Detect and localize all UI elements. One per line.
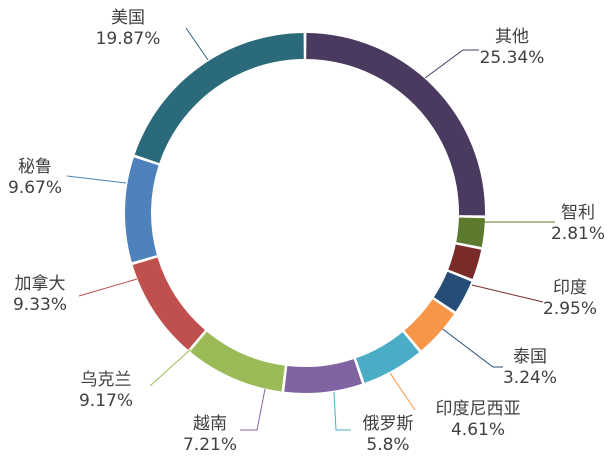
slice-name-label: 加拿大 bbox=[15, 273, 66, 294]
donut-slice bbox=[456, 217, 485, 248]
slice-value-label: 9.33% bbox=[13, 295, 67, 315]
slice-value-label: 5.8% bbox=[366, 435, 409, 455]
leader-line bbox=[471, 284, 544, 303]
leader-line bbox=[435, 323, 503, 368]
donut-slice bbox=[306, 33, 486, 216]
donut-slice bbox=[124, 157, 159, 263]
slice-value-label: 4.61% bbox=[451, 420, 505, 440]
donut-slice bbox=[433, 271, 472, 312]
donut-slice bbox=[190, 331, 285, 392]
leader-line bbox=[240, 388, 266, 431]
leader-line bbox=[424, 49, 479, 79]
leader-line bbox=[149, 348, 192, 387]
slice-name-label: 美国 bbox=[111, 8, 145, 28]
slice-value-label: 3.24% bbox=[503, 368, 557, 388]
donut-slice bbox=[134, 33, 304, 164]
slice-name-label: 乌克兰 bbox=[81, 370, 132, 390]
slice-value-label: 9.67% bbox=[8, 178, 62, 198]
slice-value-label: 9.17% bbox=[79, 391, 133, 411]
donut-slice bbox=[356, 332, 420, 383]
slice-name-label: 印度尼西亚 bbox=[436, 399, 521, 419]
slice-name-label: 其他 bbox=[495, 27, 529, 47]
leader-line bbox=[185, 27, 209, 61]
donut-slice bbox=[404, 299, 455, 351]
leader-line bbox=[78, 278, 138, 297]
slice-value-label: 2.81% bbox=[551, 224, 605, 244]
donut-slice bbox=[132, 257, 205, 350]
leader-line bbox=[66, 175, 127, 184]
slice-value-label: 19.87% bbox=[96, 29, 161, 49]
slice-value-label: 7.21% bbox=[183, 435, 237, 455]
donut-slice bbox=[448, 244, 482, 279]
slice-value-label: 25.34% bbox=[480, 48, 545, 68]
slice-value-label: 2.95% bbox=[543, 299, 597, 319]
slice-name-label: 俄罗斯 bbox=[363, 414, 414, 434]
leader-line bbox=[389, 372, 416, 411]
slice-name-label: 泰国 bbox=[513, 347, 547, 367]
donut-slice bbox=[284, 359, 362, 394]
slice-name-label: 越南 bbox=[193, 414, 227, 434]
slice-name-label: 秘鲁 bbox=[18, 157, 52, 177]
leader-line bbox=[333, 391, 351, 431]
slice-name-label: 印度 bbox=[553, 278, 587, 298]
slice-name-label: 智利 bbox=[561, 203, 595, 223]
